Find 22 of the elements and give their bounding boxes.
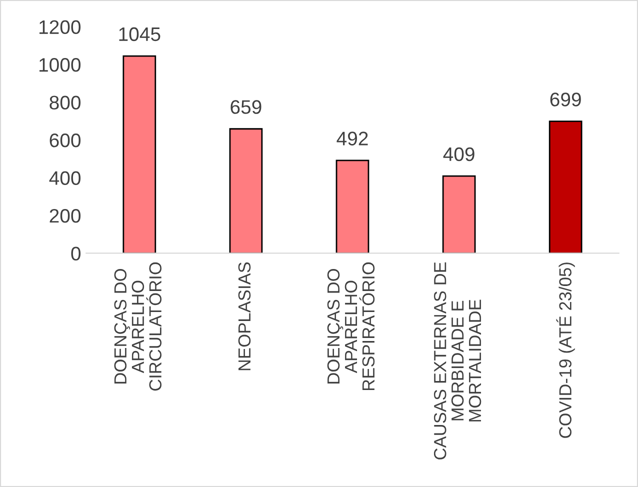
y-tick-label: 400 xyxy=(49,171,81,185)
x-tick-label: CAUSAS EXTERNAS DE MORBIDADE E MORTALIDADE xyxy=(434,262,482,460)
y-tick-label: 800 xyxy=(50,96,81,110)
x-tick-label: DOENÇAS DO APARELHO CIRCULATÓRIO xyxy=(114,262,162,391)
x-tick-label: DOENÇAS DO APARELHO RESPIRATÓRIO xyxy=(327,262,375,390)
y-tick-label: 1200 xyxy=(40,20,81,34)
bar xyxy=(229,128,263,254)
y-tick-label: 1000 xyxy=(40,58,81,72)
data-label: 1045 xyxy=(119,27,160,42)
data-label: 659 xyxy=(230,100,262,114)
x-tick-label: COVID-19 (ATÉ 23/05) xyxy=(556,262,575,438)
data-label: 409 xyxy=(443,147,474,162)
y-tick-label: 600 xyxy=(50,133,81,148)
y-tick-label: 200 xyxy=(50,208,81,223)
bar xyxy=(442,175,476,254)
bar xyxy=(336,160,370,254)
x-tick-label: NEOPLASIAS xyxy=(238,262,251,370)
bar xyxy=(548,120,582,254)
data-label: 492 xyxy=(336,132,368,146)
data-label: 699 xyxy=(550,92,581,106)
y-tick-label: 0 xyxy=(71,246,81,260)
bar xyxy=(122,55,156,254)
